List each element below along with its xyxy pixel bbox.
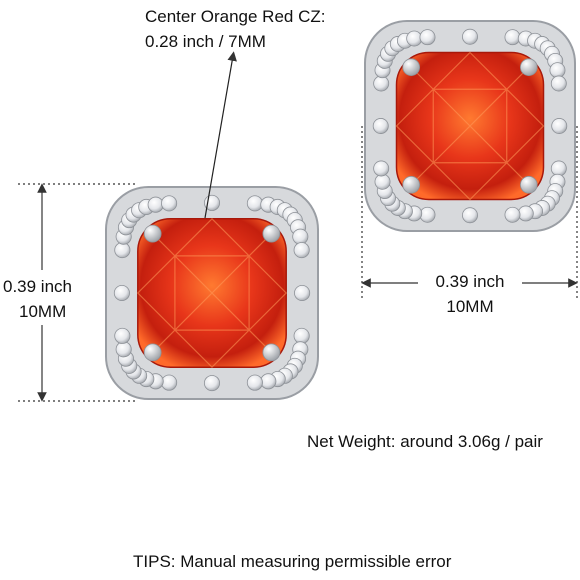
- halo-stone: [293, 327, 310, 344]
- halo-stone: [462, 207, 478, 224]
- prong: [402, 176, 421, 194]
- callout-title: Center Orange Red CZ:: [145, 7, 325, 26]
- halo-stone: [115, 341, 132, 358]
- halo-stone: [293, 242, 310, 259]
- halo-stone: [462, 28, 478, 45]
- gem-facets: [136, 217, 288, 369]
- halo-stone: [406, 30, 423, 47]
- halo-stone: [246, 374, 263, 391]
- prong: [143, 343, 162, 362]
- halo-stone: [161, 374, 178, 391]
- halo-stone: [373, 75, 390, 92]
- halo-stone: [504, 29, 521, 46]
- height-mm: 10MM: [19, 302, 66, 321]
- prong: [262, 343, 281, 362]
- halo-stone: [504, 206, 521, 223]
- earring: [105, 186, 319, 400]
- halo-stone: [372, 118, 389, 134]
- halo-stone: [246, 195, 263, 212]
- halo-stone: [517, 205, 534, 222]
- halo-stone: [113, 284, 130, 302]
- tips: TIPS: Manual measuring permissible error: [133, 552, 452, 571]
- halo-stone: [373, 160, 390, 177]
- height-inch: 0.39 inch: [3, 277, 72, 296]
- net-weight: Net Weight: around 3.06g / pair: [307, 432, 543, 451]
- halo-stone: [550, 75, 567, 92]
- callout-size: 0.28 inch / 7MM: [145, 32, 266, 51]
- earring: [364, 20, 576, 232]
- gem-facets: [395, 51, 545, 201]
- halo-stone: [551, 118, 568, 134]
- earrings: [105, 20, 576, 400]
- halo-stone: [294, 284, 311, 302]
- prong: [519, 176, 538, 194]
- halo-stone: [114, 327, 131, 344]
- halo-stone: [203, 375, 221, 392]
- prong: [143, 224, 162, 243]
- halo-stone: [550, 160, 567, 177]
- halo-stone: [260, 373, 277, 390]
- width-mm: 10MM: [446, 297, 493, 316]
- prong: [519, 58, 538, 76]
- halo-stone: [292, 228, 309, 245]
- halo-stone: [147, 196, 164, 213]
- halo-stone: [161, 195, 178, 212]
- width-inch: 0.39 inch: [436, 272, 505, 291]
- halo-stone: [419, 206, 436, 223]
- label-backdrop: [418, 270, 522, 290]
- halo-stone: [374, 173, 391, 190]
- halo-stone: [549, 62, 566, 79]
- prong: [402, 58, 421, 76]
- halo-stone: [419, 29, 436, 46]
- halo-stone: [114, 242, 131, 259]
- prong: [262, 224, 281, 243]
- callout-pointer: [204, 51, 237, 219]
